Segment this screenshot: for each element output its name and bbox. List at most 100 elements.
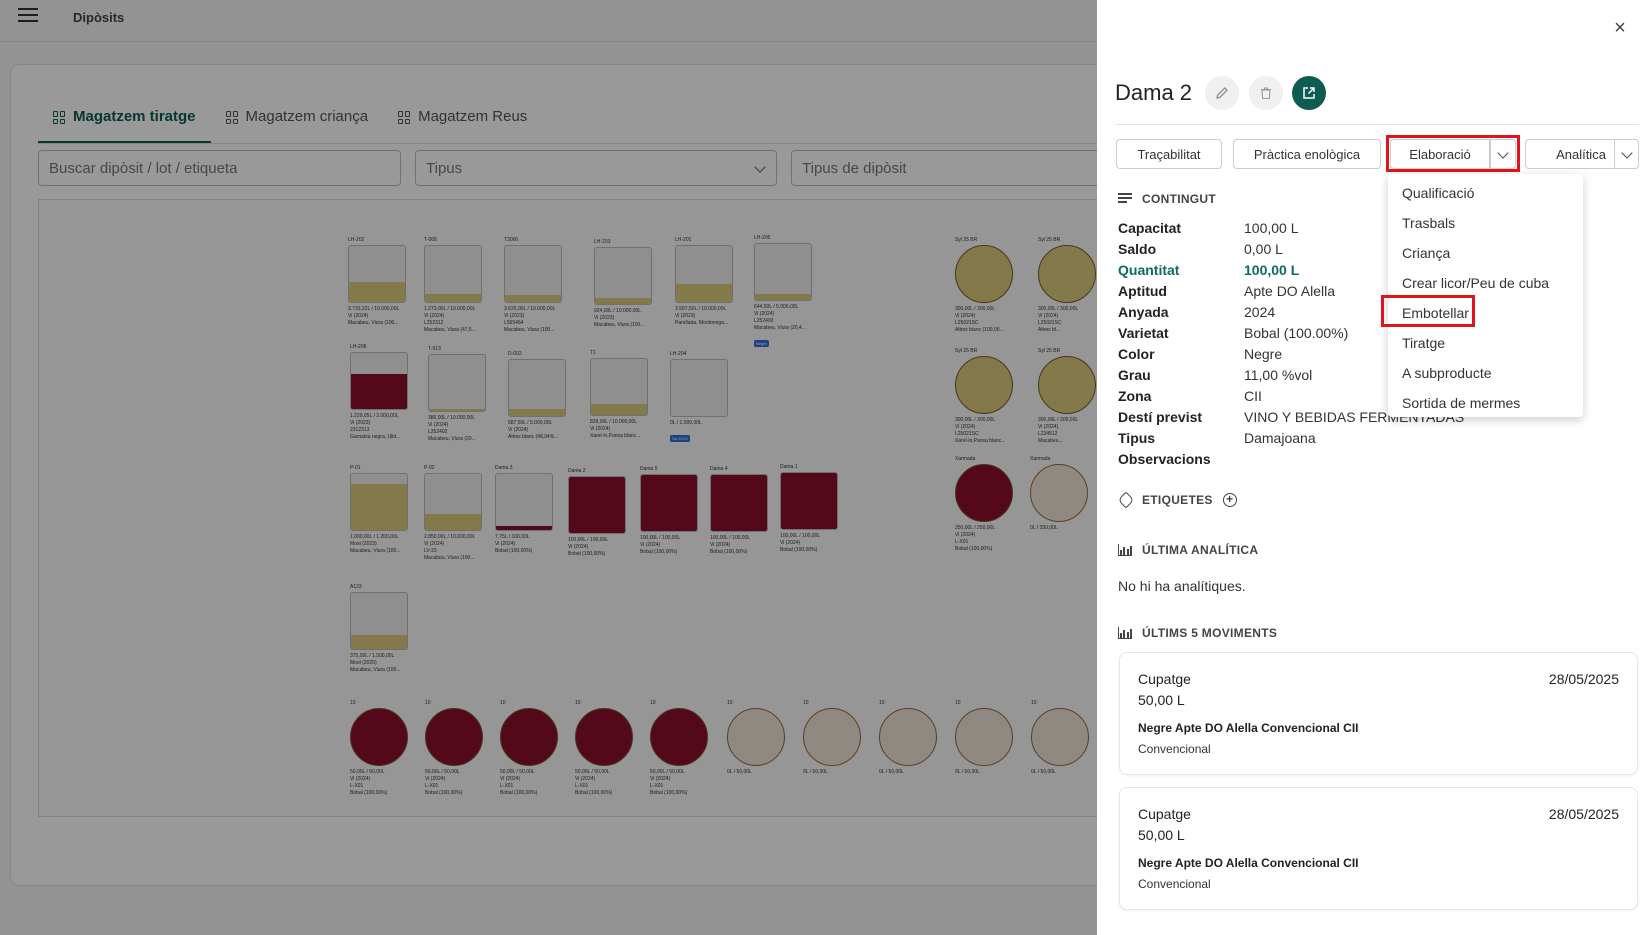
- tank[interactable]: Dama 3 7,75L / 100,00L Vi (2024) Bobal (100…: [495, 465, 553, 555]
- tank[interactable]: Dama 5 100,00L / 100,00L Vi (2024) Bobal (1…: [640, 466, 698, 556]
- tank[interactable]: Dama 1 100,00L / 100,00L Vi (2024) Bobal (1…: [780, 464, 838, 554]
- tank-info-line: 0L / 50,00L: [1031, 769, 1056, 775]
- section-title: ÚLTIMA ANALÍTICA: [1142, 543, 1259, 557]
- movement-card[interactable]: Cupatge 50,00 L Negre Apte DO Alella Con…: [1119, 652, 1638, 775]
- tank[interactable]: 10 50,00L / 50,00L Vi (2024) L-X01 Bobal (10…: [425, 700, 483, 797]
- elaboracio-dropdown-toggle[interactable]: [1490, 139, 1516, 169]
- tank-shape: [675, 245, 733, 303]
- tank-info-line: L252402: [428, 429, 448, 435]
- edit-button[interactable]: [1205, 76, 1239, 110]
- movement-type: Cupatge: [1138, 671, 1191, 687]
- tank[interactable]: Xarmada 0L / 250,00L: [1030, 456, 1088, 532]
- movement-quantity: 50,00 L: [1138, 692, 1185, 708]
- menu-item-embotellar[interactable]: Embotellar: [1402, 305, 1469, 321]
- tank-shape: [350, 592, 408, 650]
- tank[interactable]: T3000 3.625,00L / 10.000,00L Vi (2023) L565…: [504, 237, 562, 334]
- close-icon[interactable]: ×: [1614, 17, 1626, 39]
- property-key: Grau: [1118, 367, 1151, 383]
- tank-info-line: Macabeu, Viura (100...: [350, 548, 401, 554]
- tank[interactable]: Xarmada 250,00L / 250,00L Vi (2024) L-X01 Bo…: [955, 456, 1013, 553]
- movement-subtitle: Convencional: [1138, 742, 1211, 756]
- tank-shape: [590, 358, 648, 416]
- tank[interactable]: Syl 25 BR 300,00L / 300,00L Vi (2024) L2502…: [955, 348, 1013, 445]
- tank-shape: [710, 474, 768, 532]
- property-row: Grau 11,00 %vol: [1118, 367, 1464, 388]
- tab-magatzem-reus[interactable]: Magatzem Reus: [383, 100, 542, 143]
- property-value: 2024: [1244, 304, 1276, 320]
- tank-shape: [348, 245, 406, 303]
- property-value: Apte DO Alella: [1244, 283, 1336, 299]
- tank-label: Dama 3: [495, 465, 513, 471]
- barrel-shape: [350, 708, 408, 766]
- menu-item-trasbals[interactable]: Trasbals: [1402, 215, 1456, 231]
- property-key: Zona: [1118, 388, 1152, 404]
- tank[interactable]: 10 0L / 50,00L: [1031, 700, 1089, 776]
- trash-icon: [1261, 87, 1271, 100]
- tank[interactable]: LH-206 1.229,05L / 2.000,00L Vi (2023) 2312…: [350, 344, 408, 441]
- search-input[interactable]: Buscar dipòsit / lot / etiqueta: [38, 150, 401, 186]
- menu-item-crear-licor[interactable]: Crear licor/Peu de cuba: [1402, 275, 1550, 291]
- tank[interactable]: A123 375,00L / 1.500,00L Most (2025) Macabe…: [350, 584, 408, 674]
- tank[interactable]: Dama 4 100,00L / 100,00L Vi (2024) Bobal (1…: [710, 466, 768, 556]
- tank[interactable]: Syl 25 BR 300,00L / 300,00L Vi (2024) L2345…: [1038, 348, 1096, 445]
- tank[interactable]: 10 0L / 50,00L: [955, 700, 1013, 776]
- tank[interactable]: Syl 25 BR 300,00L / 300,00L Vi (2024) L2502…: [955, 237, 1013, 334]
- tank-label: A123: [350, 584, 362, 590]
- movement-card[interactable]: Cupatge 50,00 L Negre Apte DO Alella Con…: [1119, 787, 1638, 910]
- tank[interactable]: Syl 25 BR 300,00L / 300,00L Vi (2024) L2502…: [1038, 237, 1096, 334]
- delete-button[interactable]: [1249, 76, 1283, 110]
- tank-info-line: Vi (2024): [424, 313, 445, 319]
- section-ultima-analitica: ÚLTIMA ANALÍTICA: [1118, 543, 1258, 557]
- tank-info-line: 1.000,00L / 1.200,00L: [350, 534, 399, 540]
- tank[interactable]: 10 50,00L / 50,00L Vi (2024) L-X01 Bobal (10…: [500, 700, 558, 797]
- tank-info: 50,00L / 50,00L Vi (2024) L-X01 Bobal (100,…: [500, 769, 558, 797]
- elaboracio-button[interactable]: Elaboració: [1390, 139, 1490, 169]
- tank[interactable]: D-002 587,50L / 5.000,00L Vi (2024) Altres …: [508, 351, 566, 441]
- menu-icon[interactable]: [18, 8, 38, 24]
- tracabilitat-button[interactable]: Traçabilitat: [1116, 139, 1222, 169]
- menu-item-a-subproducte[interactable]: A subproducte: [1402, 365, 1492, 381]
- tank[interactable]: T-513 386,00L / 10.000,00L Vi (2024) L25240…: [428, 346, 486, 443]
- tank[interactable]: Dama 2 100,00L / 100,00L Vi (2024) Bobal (1…: [568, 468, 626, 558]
- add-tag-icon[interactable]: +: [1222, 493, 1237, 507]
- tank[interactable]: LH-202 3.733,22L / 10.000,00L Vi (2024) Mac…: [348, 237, 406, 327]
- tank-info-line: Bobal (100,00%): [500, 790, 538, 796]
- property-key: Destí previst: [1118, 409, 1203, 425]
- tank-label: LH-205: [754, 235, 771, 241]
- tank[interactable]: LH-205 644,50L / 5.000,00L Vi (2024) L25240…: [754, 235, 812, 350]
- tank[interactable]: 10 50,00L / 50,00L Vi (2024) L-X01 Bobal (10…: [350, 700, 408, 797]
- tank[interactable]: LH-204 0L / 1.000,00L Sin ECO: [670, 351, 728, 445]
- tank-info-line: Vi (2023): [350, 420, 371, 426]
- tab-magatzem-crianca[interactable]: Magatzem criança: [211, 100, 384, 143]
- tank[interactable]: 10 50,00L / 50,00L Vi (2024) L-X01 Bobal (10…: [650, 700, 708, 797]
- no-analytics-text: No hi ha analítiques.: [1118, 578, 1246, 594]
- tank-info-line: Vi (2024): [590, 426, 611, 432]
- menu-item-qualificacio[interactable]: Qualificació: [1402, 185, 1475, 201]
- tank[interactable]: 10 0L / 50,00L: [727, 700, 785, 776]
- analitica-dropdown-toggle[interactable]: [1614, 139, 1639, 169]
- open-external-button[interactable]: [1292, 76, 1326, 110]
- tank[interactable]: LH-201 3.587,50L / 10.000,00L Vi (2023) Par…: [675, 237, 733, 327]
- tank[interactable]: P-01 1.000,00L / 1.200,00L Most (2023) Maca…: [350, 465, 408, 555]
- tank[interactable]: 10 50,00L / 50,00L Vi (2024) L-X01 Bobal (10…: [575, 700, 633, 797]
- tank-info-line: 3.733,22L / 10.000,00L: [348, 306, 400, 312]
- property-key: Observacions: [1118, 451, 1211, 467]
- tank[interactable]: 10 0L / 50,00L: [879, 700, 937, 776]
- tank-label: Syl 25 BR: [955, 237, 978, 243]
- section-etiquetes: ETIQUETES +: [1117, 491, 1237, 509]
- practica-enologica-button[interactable]: Pràctica enològica: [1233, 139, 1381, 169]
- tank[interactable]: LH-203 924,00L / 10.000,00L Vi (2023) Macab…: [594, 239, 652, 329]
- tank-label: Syl 25 BR: [1038, 237, 1061, 243]
- tipus-select[interactable]: Tipus: [415, 150, 777, 186]
- tab-magatzem-tiratge[interactable]: Magatzem tiratge: [38, 100, 211, 143]
- tank[interactable]: T-068 1.273,00L / 10.000,00L Vi (2024) L252…: [424, 237, 482, 334]
- tank[interactable]: T1 839,00L / 10.000,00L Vi (2024) Xarel·lo,…: [590, 350, 648, 440]
- tank-shape: [568, 476, 626, 534]
- menu-item-crianca[interactable]: Criança: [1402, 245, 1451, 261]
- tank-info-line: 3.625,00L / 10.000,00L: [504, 306, 556, 312]
- tank[interactable]: 10 0L / 50,00L: [803, 700, 861, 776]
- menu-item-sortida-mermes[interactable]: Sortida de mermes: [1402, 395, 1521, 411]
- movement-quantity: 50,00 L: [1138, 827, 1185, 843]
- menu-item-tiratge[interactable]: Tiratge: [1402, 335, 1446, 351]
- tank[interactable]: P-02 2.850,00L / 10.000,00L Vi (2024) LV-23…: [424, 465, 482, 562]
